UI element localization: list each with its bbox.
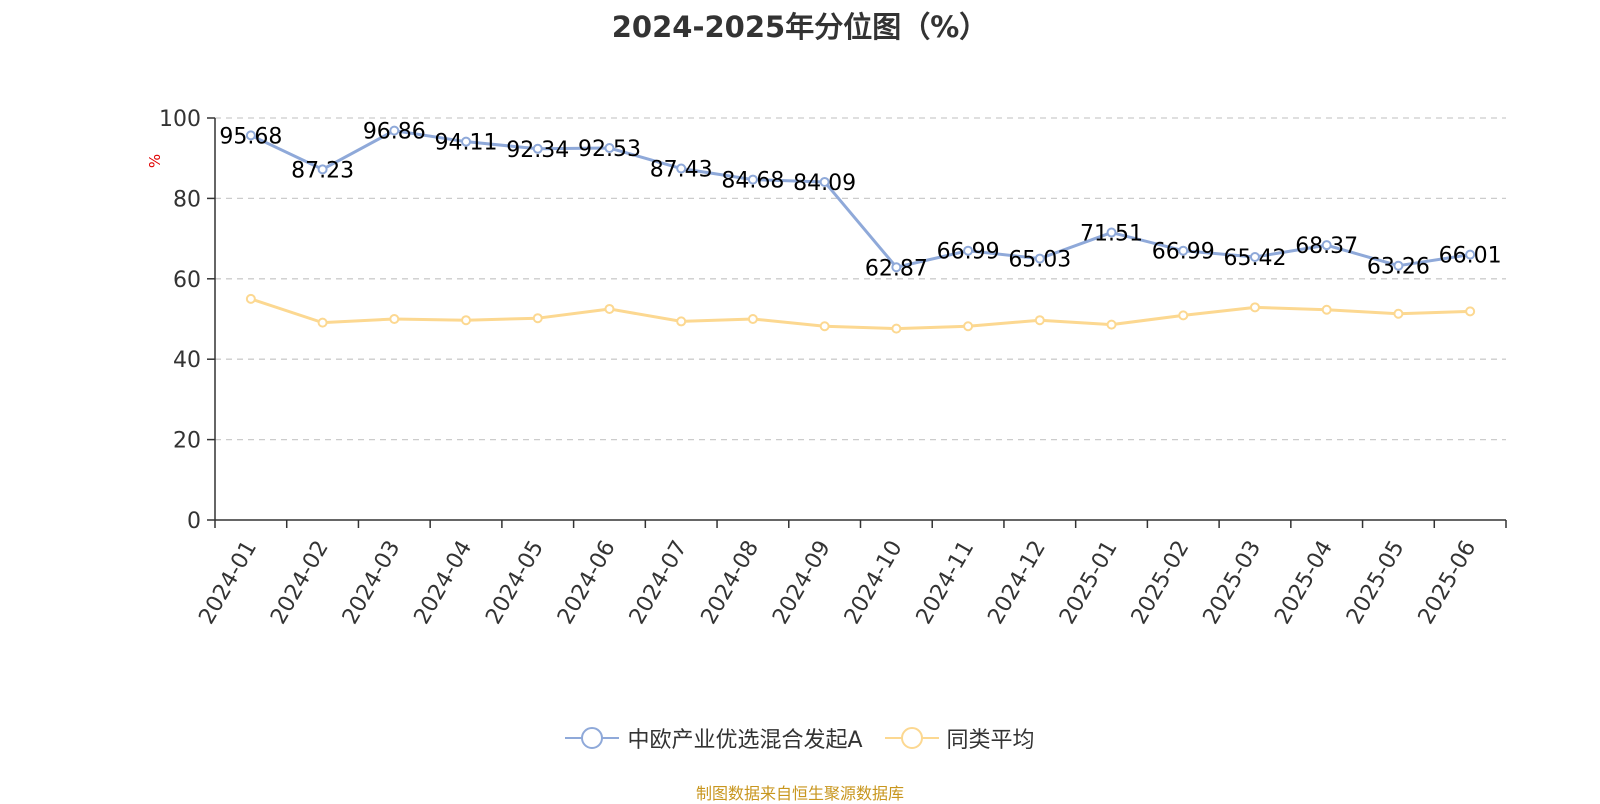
x-tick-label-9: 2024-10 (840, 537, 908, 629)
x-tick-label-2: 2024-03 (338, 537, 406, 629)
x-tick-label-10: 2024-11 (912, 536, 980, 628)
x-tick-label-1: 2024-02 (266, 537, 334, 629)
series-1-point-17 (1465, 306, 1476, 317)
series-1-point-0 (245, 293, 256, 304)
x-tick-label-13: 2025-02 (1127, 537, 1195, 629)
x-tick-label-16: 2025-05 (1342, 537, 1410, 629)
series-1-point-9 (891, 323, 902, 334)
data-label-6: 87.43 (650, 158, 713, 183)
data-label-3: 94.11 (435, 131, 498, 156)
x-tick-label-3: 2024-04 (410, 537, 478, 629)
x-tick-label-7: 2024-08 (697, 537, 765, 629)
data-label-9: 62.87 (865, 256, 928, 281)
series-1-point-4 (532, 313, 543, 324)
y-tick-label-5: 100 (159, 107, 201, 132)
series-0-point-5 (604, 143, 615, 154)
data-label-11: 65.03 (1008, 248, 1071, 273)
data-label-8: 84.09 (793, 171, 856, 196)
series-0-point-9 (891, 262, 902, 273)
data-label-15: 68.37 (1295, 234, 1358, 259)
series-0-point-14 (1249, 252, 1260, 263)
data-label-5: 92.53 (578, 137, 641, 162)
series-0-point-12 (1106, 227, 1117, 238)
series-1-point-11 (1034, 315, 1045, 326)
chart-title: 2024-2025年分位图（%） (611, 10, 989, 44)
data-label-12: 71.51 (1080, 222, 1143, 247)
series-0-point-7 (747, 174, 758, 185)
line-chart: 0 20 40 60 80 100 2024-01 2024-02 2024-03 2024-04… (159, 107, 1507, 629)
data-label-16: 63.26 (1367, 255, 1430, 280)
series-0-point-1 (317, 164, 328, 175)
legend-item-series-b[interactable]: 同类平均 (884, 722, 1035, 754)
series-1-point-14 (1249, 302, 1260, 313)
data-label-1: 87.23 (291, 158, 354, 183)
legend-series-a-label: 中欧产业优选混合发起A (627, 728, 863, 753)
data-label-2: 96.86 (363, 120, 426, 145)
series-1-point-7 (747, 314, 758, 324)
y-tick-label-4: 80 (173, 187, 201, 212)
data-label-0: 95.68 (219, 124, 282, 149)
series-1-line (250, 297, 1471, 331)
series-1-point-8 (819, 321, 830, 332)
data-label-13: 66.99 (1152, 240, 1215, 265)
x-tick-label-14: 2025-03 (1199, 537, 1267, 629)
x-tick-label-8: 2024-09 (768, 537, 836, 629)
data-label-14: 65.42 (1223, 246, 1286, 271)
x-tick-label-5: 2024-06 (553, 537, 621, 629)
series-1-point-12 (1106, 319, 1117, 330)
data-label-7: 84.68 (721, 169, 784, 194)
series-1-point-16 (1393, 308, 1404, 319)
series-1-point-13 (1178, 310, 1189, 321)
y-tick-label-2: 40 (173, 348, 201, 373)
series-0-line (250, 129, 1471, 269)
legend-series-b-label: 同类平均 (946, 728, 1035, 753)
series-0-point-16 (1393, 260, 1404, 271)
legend: 中欧产业优选混合发起A 同类平均 (0, 722, 1600, 754)
series-0-point-3 (461, 136, 472, 147)
series-0-point-8 (819, 176, 830, 187)
series-0-point-15 (1321, 240, 1332, 251)
series-1-point-15 (1321, 304, 1332, 315)
x-tick-label-15: 2025-04 (1270, 537, 1338, 629)
data-label-10: 66.99 (937, 240, 1000, 265)
x-tick-label-12: 2025-01 (1055, 537, 1123, 629)
x-tick-label-0: 2024-01 (194, 537, 262, 629)
x-tick-label-6: 2024-07 (625, 537, 693, 629)
data-label-4: 92.34 (506, 138, 569, 163)
legend-item-series-a[interactable]: 中欧产业优选混合发起A (565, 722, 863, 754)
series-1-point-5 (604, 303, 615, 314)
series-0-point-2 (389, 125, 400, 136)
y-tick-label-1: 20 (173, 429, 201, 454)
y-tick-label-3: 60 (173, 268, 201, 293)
series-0-point-6 (676, 163, 687, 174)
series-1-point-2 (389, 314, 400, 324)
series-1-point-1 (317, 317, 328, 328)
series-1-point-6 (676, 316, 687, 327)
series-0-point-4 (532, 143, 543, 154)
x-tick-label-4: 2024-05 (481, 537, 549, 629)
series-0-point-0 (245, 130, 256, 141)
series-1-point-3 (461, 315, 472, 326)
series-0-point-11 (1034, 253, 1045, 264)
legend-series-b-icon (884, 725, 939, 751)
y-tick-label-0: 0 (187, 509, 201, 534)
series-0-point-10 (963, 245, 974, 256)
legend-series-a-icon (565, 725, 620, 751)
series-0-point-17 (1465, 249, 1476, 260)
x-tick-label-11: 2024-12 (983, 537, 1051, 629)
data-label-17: 66.01 (1439, 244, 1502, 269)
series-0-point-13 (1178, 245, 1189, 256)
x-tick-label-17: 2025-06 (1414, 537, 1482, 629)
series-1-point-10 (963, 321, 974, 332)
data-source-note: 制图数据来自恒生聚源数据库 (695, 784, 904, 803)
